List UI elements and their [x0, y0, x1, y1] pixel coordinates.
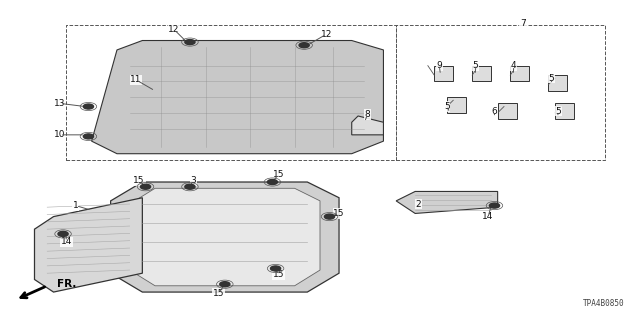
- Circle shape: [268, 180, 278, 185]
- Text: 15: 15: [133, 176, 145, 185]
- Text: 11: 11: [131, 75, 142, 84]
- Text: 5: 5: [472, 61, 478, 70]
- Text: 12: 12: [168, 25, 180, 34]
- Circle shape: [220, 282, 230, 287]
- Circle shape: [185, 184, 195, 189]
- Text: 12: 12: [321, 30, 332, 39]
- Text: 2: 2: [415, 200, 421, 209]
- Circle shape: [83, 134, 93, 139]
- Polygon shape: [447, 97, 466, 113]
- Polygon shape: [434, 66, 453, 81]
- Text: 15: 15: [333, 209, 345, 218]
- Circle shape: [83, 104, 93, 109]
- Text: 5: 5: [555, 107, 561, 116]
- Circle shape: [185, 40, 195, 44]
- Text: 5: 5: [444, 102, 450, 111]
- Circle shape: [490, 203, 500, 208]
- Text: 3: 3: [190, 176, 196, 185]
- Text: 13: 13: [54, 99, 66, 108]
- Text: 7: 7: [520, 19, 526, 28]
- Text: 4: 4: [511, 61, 516, 70]
- Circle shape: [299, 43, 309, 48]
- Circle shape: [271, 266, 281, 271]
- Text: 14: 14: [483, 212, 494, 221]
- Text: 15: 15: [273, 170, 285, 179]
- Text: 10: 10: [54, 130, 66, 139]
- Text: FR.: FR.: [57, 279, 76, 289]
- Polygon shape: [352, 116, 383, 135]
- Polygon shape: [396, 191, 498, 213]
- Polygon shape: [111, 182, 339, 292]
- Text: 9: 9: [436, 61, 442, 70]
- Polygon shape: [498, 103, 516, 119]
- Text: 15: 15: [212, 289, 224, 298]
- Polygon shape: [130, 188, 320, 286]
- Text: 8: 8: [365, 110, 371, 119]
- Polygon shape: [510, 66, 529, 81]
- Polygon shape: [548, 75, 568, 91]
- Circle shape: [58, 231, 68, 236]
- Polygon shape: [555, 103, 574, 119]
- Text: 1: 1: [73, 201, 79, 210]
- Text: TPA4B0850: TPA4B0850: [583, 299, 625, 308]
- Text: 15: 15: [273, 270, 285, 279]
- Polygon shape: [92, 41, 383, 154]
- Circle shape: [324, 214, 335, 219]
- Text: 6: 6: [492, 107, 497, 116]
- Polygon shape: [35, 198, 142, 292]
- Polygon shape: [472, 66, 492, 81]
- Text: 5: 5: [548, 74, 554, 83]
- Circle shape: [140, 184, 150, 189]
- Text: 14: 14: [61, 237, 72, 246]
